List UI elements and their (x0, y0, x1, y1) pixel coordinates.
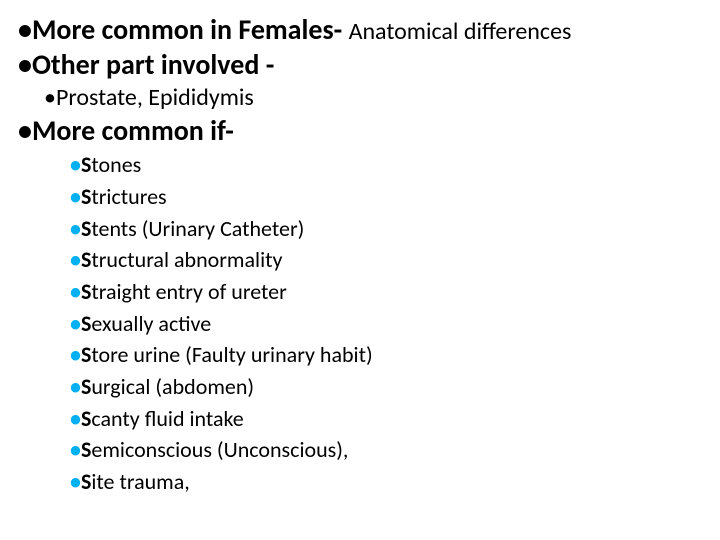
bullet-lvl3-item: •Structural abnormality (70, 245, 702, 275)
bullet-glyph: • (70, 278, 81, 305)
bullet-lvl3-item: •Stones (70, 150, 702, 180)
bullet-glyph: • (18, 113, 32, 148)
item-text: emiconscious (Unconscious), (91, 436, 348, 463)
text: Prostate, Epididymis (56, 83, 254, 112)
lead-letter: S (81, 436, 91, 463)
bullet-glyph: • (70, 341, 81, 368)
bullet-glyph: • (70, 405, 81, 432)
bullet-glyph: • (44, 83, 56, 112)
item-text: traight entry of ureter (91, 278, 286, 305)
bullet-lvl3-item: •Semiconscious (Unconscious), (70, 435, 702, 465)
lead-letter: S (81, 183, 91, 210)
lead-letter: S (81, 405, 91, 432)
lead-letter: S (81, 278, 91, 305)
bullet-glyph: • (70, 310, 81, 337)
lead-letter: S (81, 310, 91, 337)
bullet-lvl3-item: •Strictures (70, 182, 702, 212)
item-text: tore urine (Faulty urinary habit) (91, 341, 372, 368)
text-subnote: Anatomical differences (349, 17, 572, 46)
text-main: More common in Females- (32, 12, 349, 47)
s-list-container: •Stones•Strictures•Stents (Urinary Cathe… (18, 150, 702, 497)
bullet-lvl3-item: •Store urine (Faulty urinary habit) (70, 340, 702, 370)
lead-letter: S (81, 373, 91, 400)
lead-letter: S (81, 246, 91, 273)
bullet-lvl1-more-common-if: •More common if- (18, 113, 702, 148)
bullet-glyph: • (18, 12, 32, 47)
bullet-glyph: • (18, 47, 32, 82)
bullet-glyph: • (70, 436, 81, 463)
bullet-glyph: • (70, 373, 81, 400)
bullet-glyph: • (70, 183, 81, 210)
bullet-lvl3-item: •Sexually active (70, 309, 702, 339)
bullet-lvl3-item: •Site trauma, (70, 467, 702, 497)
item-text: tents (Urinary Catheter) (91, 215, 304, 242)
item-text: canty fluid intake (91, 405, 243, 432)
item-text: urgical (abdomen) (91, 373, 254, 400)
bullet-glyph: • (70, 151, 81, 178)
lead-letter: S (81, 151, 91, 178)
bullet-lvl1-other-part: •Other part involved - (18, 47, 702, 82)
item-text: exually active (91, 310, 211, 337)
bullet-lvl1-females: •More common in Females- Anatomical diff… (18, 12, 702, 47)
item-text: ite trauma, (91, 468, 189, 495)
slide-content: •More common in Females- Anatomical diff… (0, 0, 720, 540)
bullet-lvl2-prostate: •Prostate, Epididymis (44, 82, 702, 113)
bullet-glyph: • (70, 215, 81, 242)
item-text: tones (91, 151, 141, 178)
bullet-lvl3-item: •Straight entry of ureter (70, 277, 702, 307)
bullet-lvl3-item: •Surgical (abdomen) (70, 372, 702, 402)
bullet-lvl3-item: •Stents (Urinary Catheter) (70, 214, 702, 244)
bullet-lvl3-item: •Scanty fluid intake (70, 404, 702, 434)
item-text: tructural abnormality (91, 246, 282, 273)
lead-letter: S (81, 468, 91, 495)
lead-letter: S (81, 341, 91, 368)
bullet-glyph: • (70, 246, 81, 273)
bullet-glyph: • (70, 468, 81, 495)
text-main: More common if- (32, 113, 234, 148)
item-text: trictures (91, 183, 166, 210)
lead-letter: S (81, 215, 91, 242)
text-main: Other part involved - (32, 47, 274, 82)
